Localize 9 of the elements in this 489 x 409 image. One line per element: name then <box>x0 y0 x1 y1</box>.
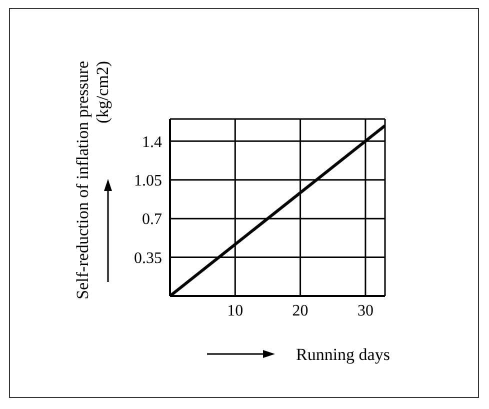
y-tick-label: 0.7 <box>142 211 162 228</box>
x-tick-label: 10 <box>227 302 244 320</box>
y-tick-label: 0.35 <box>134 250 162 267</box>
x-tick-label: 30 <box>357 302 374 320</box>
x-tick-label: 20 <box>292 302 308 320</box>
y-tick-label: 1.4 <box>142 134 162 151</box>
y-tick-label: 1.05 <box>134 172 162 190</box>
x-axis-title: Running days <box>296 345 390 364</box>
y-axis-title: Self-reduction of inflation pressure (kg/cm2) <box>73 61 112 300</box>
